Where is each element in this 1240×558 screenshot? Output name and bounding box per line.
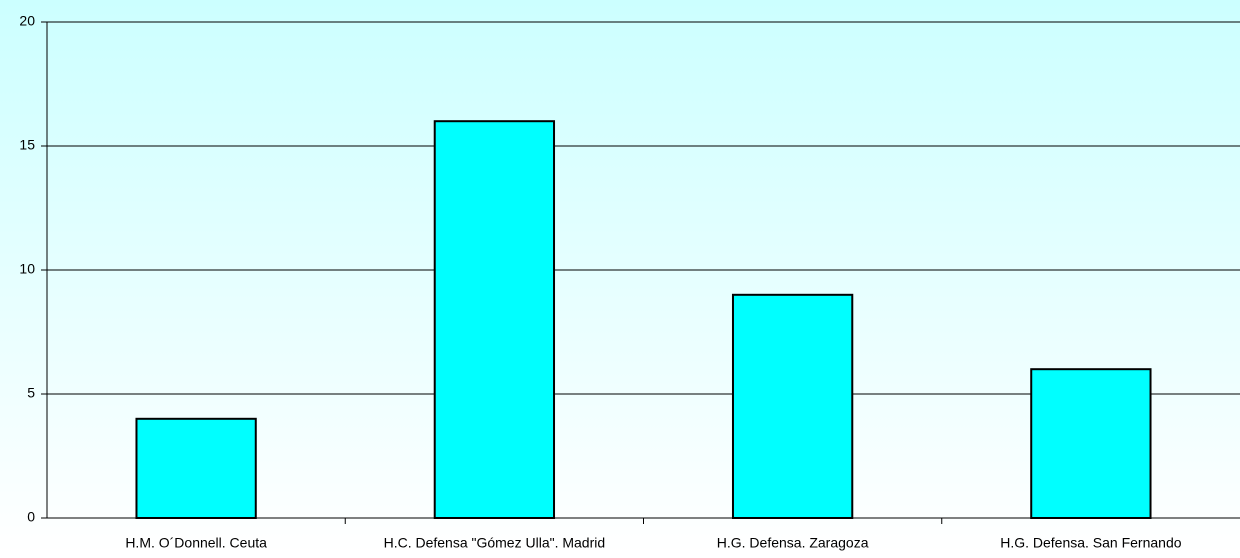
y-tick-label: 15 bbox=[19, 137, 35, 153]
y-tick-label: 20 bbox=[19, 13, 35, 29]
bar bbox=[1030, 368, 1152, 520]
x-tick-label: H.M. O´Donnell. Ceuta bbox=[125, 535, 267, 551]
x-tick-label: H.G. Defensa. San Fernando bbox=[1000, 535, 1182, 551]
y-tick-label: 5 bbox=[27, 385, 35, 401]
bar bbox=[731, 293, 854, 519]
x-tick-label: H.G. Defensa. Zaragoza bbox=[717, 535, 869, 551]
y-tick-label: 0 bbox=[27, 509, 35, 525]
y-tick-label: 10 bbox=[19, 261, 35, 277]
x-tick-label: H.C. Defensa "Gómez Ulla". Madrid bbox=[384, 535, 606, 551]
bar bbox=[433, 120, 556, 519]
bar bbox=[135, 417, 257, 519]
